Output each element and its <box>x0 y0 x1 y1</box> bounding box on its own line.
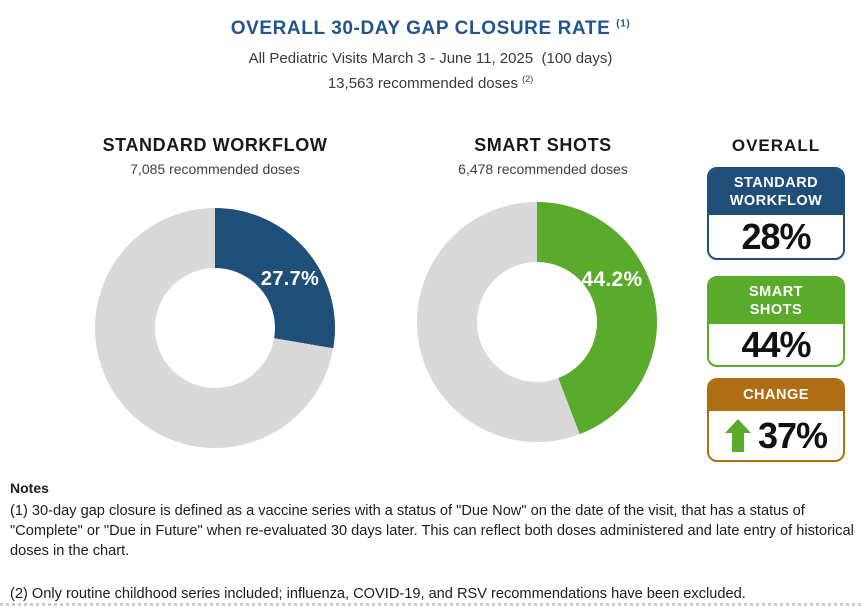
overall-change-card: CHANGE 37% <box>707 378 845 462</box>
standard-workflow-data-label: 27.7% <box>260 268 320 290</box>
standard-workflow-doses: 7,085 recommended doses <box>130 161 300 177</box>
overall-smart-shots-card: SMART SHOTS 44% <box>707 276 845 367</box>
overall-change-card-header: CHANGE <box>709 380 843 411</box>
footnote-2: (2) Only routine childhood series includ… <box>10 586 746 602</box>
subtitle-footnote-marker: (2) <box>522 74 534 84</box>
standard-workflow-donut-chart: 27.7% <box>95 208 335 448</box>
overall-change-value: 37% <box>757 414 828 456</box>
doses-total-text: 13,563 recommended doses <box>327 75 518 92</box>
page-title-text: OVERALL 30-DAY GAP CLOSURE RATE <box>230 18 611 39</box>
smart-shots-data-label: 44.2% <box>581 268 643 291</box>
card-header-line: STANDARD <box>733 175 819 191</box>
standard-workflow-title: STANDARD WORKFLOW <box>102 135 328 155</box>
up-arrow-icon <box>724 419 751 452</box>
footnote-1: (1) 30-day gap closure is defined as a v… <box>10 503 854 559</box>
card-header-line: SHOTS <box>749 302 803 319</box>
page-subtitle-line1: All Pediatric Visits March 3 - June 11, … <box>248 50 613 67</box>
page-subtitle-line2: 13,563 recommended doses (2) <box>0 69 861 94</box>
page-break-dotted-line <box>0 603 861 606</box>
overall-standard-workflow-card: STANDARD WORKFLOW 28% <box>707 167 845 260</box>
report-header: OVERALL 30-DAY GAP CLOSURE RATE (1) All … <box>0 18 861 94</box>
overall-smart-shots-card-header: SMART SHOTS <box>709 278 843 325</box>
overall-standard-workflow-value: 28% <box>741 215 811 257</box>
overall-panel-title: OVERALL <box>731 136 821 155</box>
title-footnote-marker: (1) <box>616 18 631 30</box>
card-header-line: CHANGE <box>743 387 809 404</box>
notes-section: Notes (1) 30-day gap closure is defined … <box>10 480 856 604</box>
standard-workflow-column-header: STANDARD WORKFLOW 7,085 recommended dose… <box>65 135 365 177</box>
smart-shots-column-header: SMART SHOTS 6,478 recommended doses <box>393 135 693 177</box>
smart-shots-donut-chart: 44.2% <box>417 202 657 442</box>
overall-change-card-body: 37% <box>709 411 843 460</box>
overall-smart-shots-value: 44% <box>741 324 811 366</box>
overall-standard-workflow-card-header: STANDARD WORKFLOW <box>709 169 843 216</box>
overall-smart-shots-card-body: 44% <box>709 324 843 366</box>
smart-shots-title: SMART SHOTS <box>474 135 612 155</box>
page-title: OVERALL 30-DAY GAP CLOSURE RATE (1) <box>0 18 861 40</box>
overall-standard-workflow-card-body: 28% <box>709 215 843 258</box>
smart-shots-doses: 6,478 recommended doses <box>458 161 628 177</box>
notes-heading: Notes <box>10 480 49 496</box>
card-header-line: SMART <box>748 284 804 300</box>
card-header-line: WORKFLOW <box>729 193 823 210</box>
